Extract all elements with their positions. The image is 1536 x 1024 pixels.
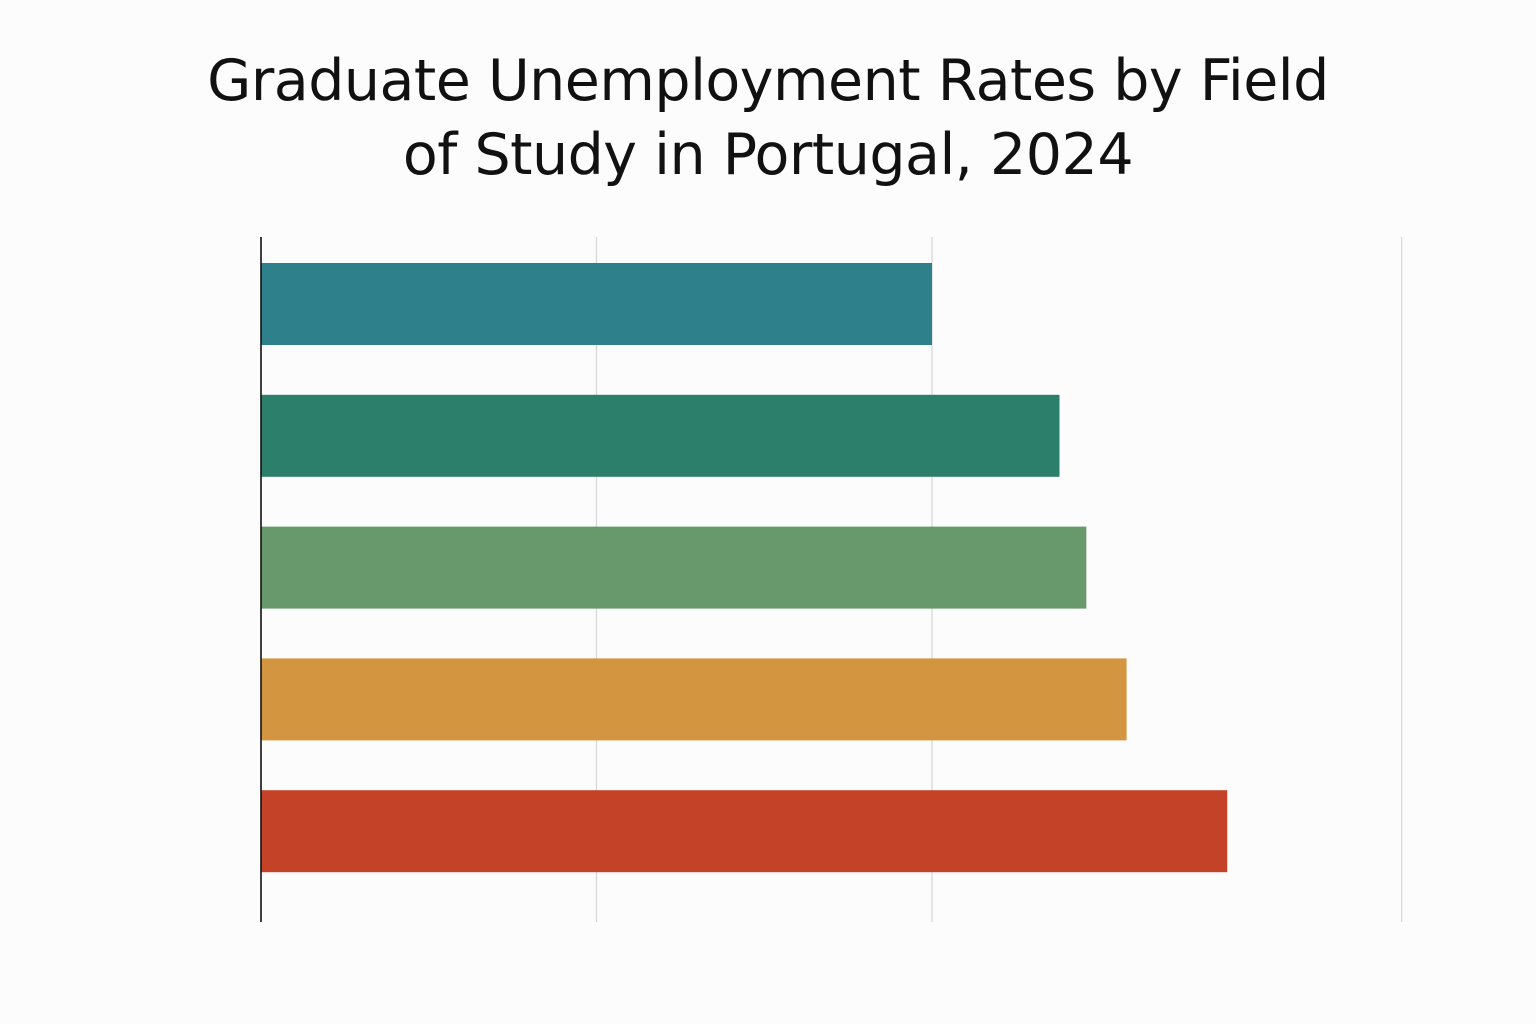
chart-title: Graduate Unemployment Rates by Field of … — [0, 44, 1536, 192]
chart-title-line-1: Graduate Unemployment Rates by Field — [207, 48, 1329, 114]
bar-4 — [261, 658, 1127, 741]
chart-title-line-2: of Study in Portugal, 2024 — [402, 122, 1134, 188]
bar-2 — [261, 394, 1060, 477]
bar-3 — [261, 526, 1087, 609]
bars — [261, 263, 1228, 873]
bar-5 — [261, 790, 1228, 873]
bar-1 — [261, 263, 932, 345]
